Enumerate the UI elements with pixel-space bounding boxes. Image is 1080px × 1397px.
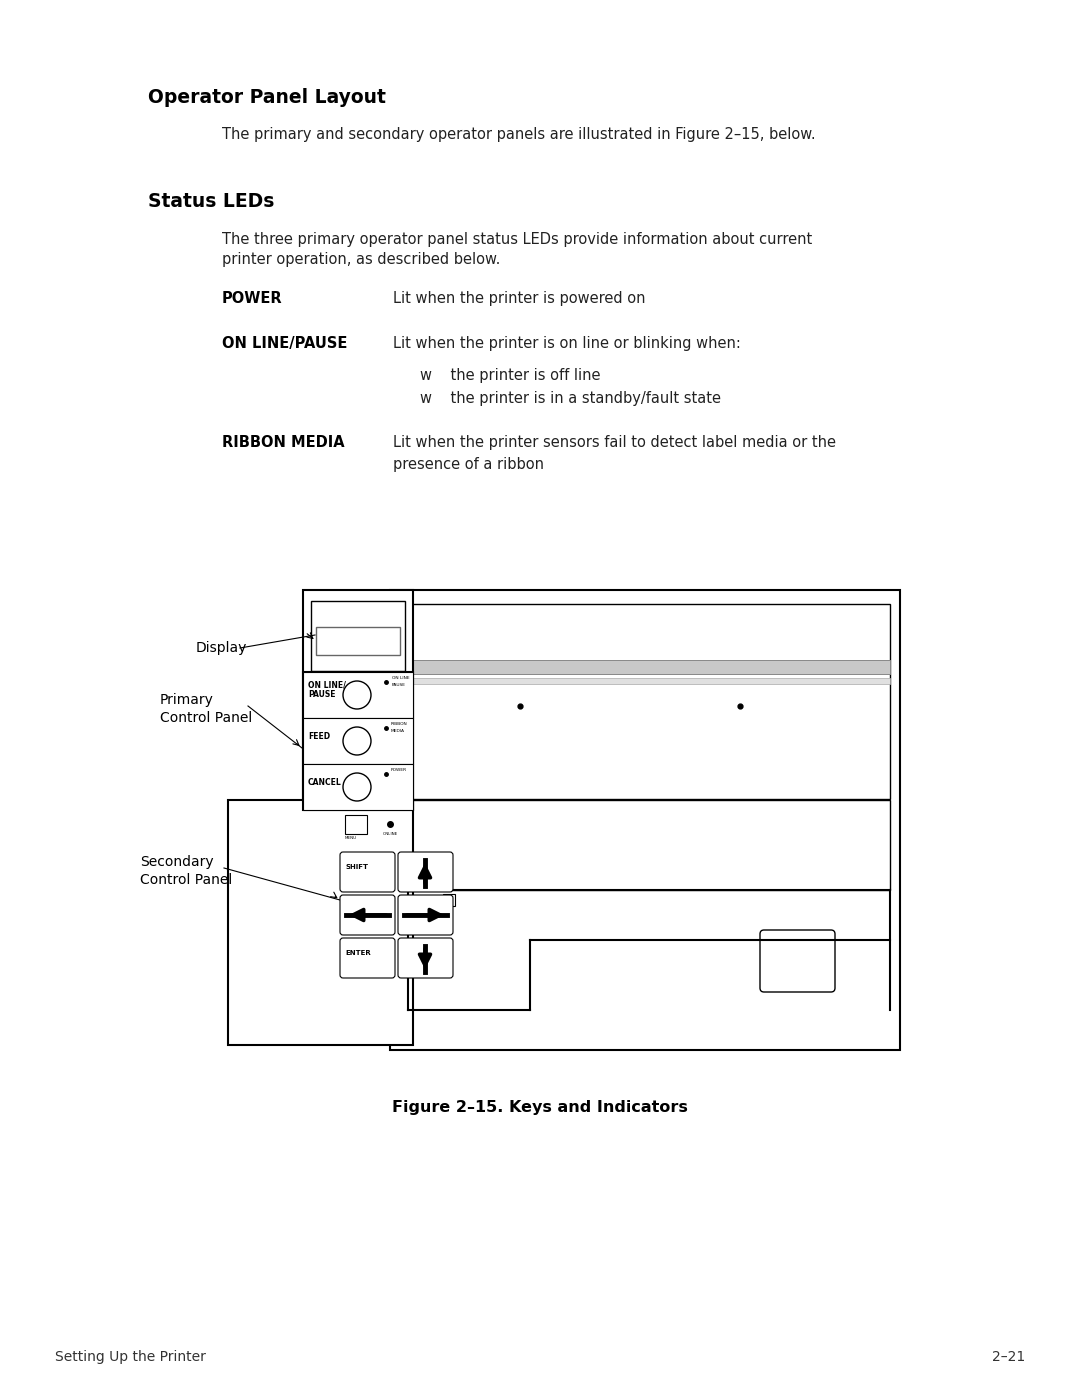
Text: RIBBON MEDIA: RIBBON MEDIA xyxy=(222,434,345,450)
Text: ON LINE: ON LINE xyxy=(392,676,409,680)
Text: presence of a ribbon: presence of a ribbon xyxy=(393,457,544,472)
Bar xyxy=(303,672,413,810)
FancyBboxPatch shape xyxy=(760,930,835,992)
FancyBboxPatch shape xyxy=(340,937,395,978)
Text: POWER: POWER xyxy=(222,291,283,306)
FancyBboxPatch shape xyxy=(399,937,453,978)
Bar xyxy=(408,604,890,799)
Bar xyxy=(408,678,890,685)
Text: SHIFT: SHIFT xyxy=(345,863,368,870)
Text: Control Panel: Control Panel xyxy=(140,873,232,887)
Text: MEDIA: MEDIA xyxy=(391,729,405,733)
Circle shape xyxy=(343,680,372,710)
Bar xyxy=(316,627,400,655)
Text: ENTER: ENTER xyxy=(345,950,370,956)
Bar xyxy=(408,800,890,890)
Bar xyxy=(228,800,413,1045)
Circle shape xyxy=(343,773,372,800)
Text: Primary: Primary xyxy=(160,693,214,707)
Text: The primary and secondary operator panels are illustrated in Figure 2–15, below.: The primary and secondary operator panel… xyxy=(222,127,815,142)
Text: Display: Display xyxy=(195,641,247,655)
Text: The three primary operator panel status LEDs provide information about current: The three primary operator panel status … xyxy=(222,232,812,247)
Bar xyxy=(443,894,455,907)
FancyBboxPatch shape xyxy=(340,895,395,935)
Text: Lit when the printer is powered on: Lit when the printer is powered on xyxy=(393,291,646,306)
Text: w    the printer is in a standby/fault state: w the printer is in a standby/fault stat… xyxy=(420,391,721,407)
Text: CANCEL: CANCEL xyxy=(308,778,341,787)
Text: printer operation, as described below.: printer operation, as described below. xyxy=(222,251,500,267)
Bar xyxy=(303,764,413,810)
Bar xyxy=(303,672,413,718)
Bar xyxy=(303,590,413,810)
Text: PAUSE: PAUSE xyxy=(392,683,406,687)
Text: Secondary: Secondary xyxy=(140,855,214,869)
Text: Lit when the printer is on line or blinking when:: Lit when the printer is on line or blink… xyxy=(393,337,741,351)
Bar xyxy=(311,601,405,671)
Bar xyxy=(303,718,413,764)
Text: Figure 2–15. Keys and Indicators: Figure 2–15. Keys and Indicators xyxy=(392,1099,688,1115)
Text: Operator Panel Layout: Operator Panel Layout xyxy=(148,88,386,108)
Text: ON LINE/: ON LINE/ xyxy=(308,680,346,689)
FancyBboxPatch shape xyxy=(399,895,453,935)
Text: Control Panel: Control Panel xyxy=(160,711,253,725)
Text: w    the printer is off line: w the printer is off line xyxy=(420,367,600,383)
Text: Status LEDs: Status LEDs xyxy=(148,191,274,211)
Text: ONLINE: ONLINE xyxy=(383,833,399,835)
Text: RIBBON: RIBBON xyxy=(391,722,408,726)
Bar xyxy=(390,590,900,1051)
Text: Lit when the printer sensors fail to detect label media or the: Lit when the printer sensors fail to det… xyxy=(393,434,836,450)
Text: 2–21: 2–21 xyxy=(991,1350,1025,1363)
Text: ON LINE/PAUSE: ON LINE/PAUSE xyxy=(222,337,348,351)
Bar xyxy=(345,814,367,834)
Bar xyxy=(408,659,890,673)
Circle shape xyxy=(343,726,372,754)
FancyBboxPatch shape xyxy=(340,852,395,893)
Text: FEED: FEED xyxy=(308,732,330,740)
Text: MENU: MENU xyxy=(345,835,357,840)
Text: POWER: POWER xyxy=(391,768,407,773)
FancyBboxPatch shape xyxy=(399,852,453,893)
Text: Setting Up the Printer: Setting Up the Printer xyxy=(55,1350,206,1363)
Text: PAUSE: PAUSE xyxy=(308,690,336,698)
